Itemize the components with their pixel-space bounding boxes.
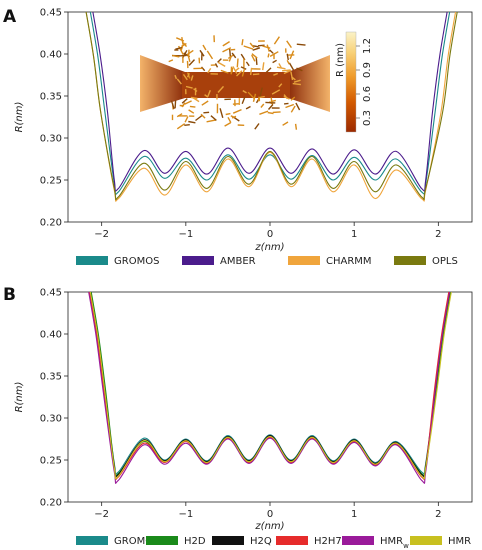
panel-a: A −2 −1 0 1 20.200.250.300.350.400.45 z(nm) … [3, 7, 473, 253]
y-tick-label: 0.45 [40, 8, 62, 19]
inset-colorbar: R (nm) 0.3 0.6 0.9 1.2 [335, 31, 373, 133]
y-tick-label: 0.20 [40, 218, 62, 229]
x-axis-label-b: z(nm) [254, 521, 284, 532]
x-axis-label-a: z(nm) [254, 242, 284, 253]
legend-swatch [76, 256, 108, 265]
series-line-hmr-w [88, 292, 451, 484]
plot-frame-b [67, 291, 473, 503]
x-tick-label: −1 [178, 229, 193, 240]
x-tick-label: −2 [94, 229, 109, 240]
legend-label: GROMOS [114, 536, 159, 547]
colorbar-tick-label: 0.3 [362, 110, 373, 126]
x-tick-label: 1 [351, 229, 357, 240]
series-line-h2h7 [88, 292, 450, 481]
series-line-opls [85, 12, 458, 201]
series-line-h2q [89, 292, 451, 478]
y-axis-label-b: R(nm) [14, 382, 25, 413]
legend-label: H2Q [250, 536, 272, 547]
legend-label: HMR [448, 536, 471, 547]
series-line-hmr [89, 292, 452, 480]
y-tick-label: 0.40 [40, 50, 62, 61]
x-tick-label: 0 [267, 509, 273, 520]
y-tick-label: 0.30 [40, 414, 62, 425]
panel-b: B −2 −1 0 1 20.200.250.300.350.400.45 z(nm) … [3, 285, 473, 532]
y-tick-label: 0.45 [40, 288, 62, 299]
series-lines-b [88, 292, 452, 484]
legend-label: AMBER [220, 256, 256, 267]
x-tick-label: 0 [267, 229, 273, 240]
legend-label: H2D [184, 536, 206, 547]
legend-swatch [410, 536, 442, 545]
x-tick-label: 2 [435, 509, 441, 520]
colorbar-tick-label: 1.2 [362, 38, 373, 54]
y-tick-label: 0.40 [40, 330, 62, 341]
legend-swatch [212, 536, 244, 545]
x-tick-label: −1 [178, 509, 193, 520]
legend-swatch [76, 536, 108, 545]
x-tick-label: 1 [351, 509, 357, 520]
legend-swatch [342, 536, 374, 545]
legend-label: CHARMM [326, 256, 372, 267]
colorbar [345, 31, 357, 133]
colorbar-tick-label: 0.6 [362, 86, 373, 102]
legend-swatch [182, 256, 214, 265]
legend-a: GROMOS AMBER CHARMM OPLS [76, 256, 458, 267]
legend-label: H2H7 [314, 536, 342, 547]
panel-label-b: B [3, 285, 16, 305]
legend-label: OPLS [432, 256, 458, 267]
series-line-charmm [85, 12, 457, 202]
colorbar-title: R (nm) [335, 43, 346, 77]
plot-frame-a [67, 11, 473, 223]
y-tick-label: 0.25 [40, 176, 62, 187]
legend-b: GROMOS H2D H2Q H2H7 HMRw HMR [76, 536, 471, 550]
y-tick-label: 0.25 [40, 456, 62, 467]
y-tick-label: 0.35 [40, 372, 62, 383]
legend-swatch [276, 536, 308, 545]
x-tick-label: 2 [435, 229, 441, 240]
y-tick-label: 0.30 [40, 134, 62, 145]
y-tick-label: 0.35 [40, 92, 62, 103]
colorbar-tick-label: 0.9 [362, 62, 373, 78]
legend-label: GROMOS [114, 256, 159, 267]
ticks-a: −2 −1 0 1 2 0.20 0.25 0.30 0.35 0.40 0.45 [40, 8, 442, 241]
series-lines-a [85, 12, 458, 202]
y-axis-label-a: R(nm) [14, 102, 25, 133]
inset-pore-image [140, 35, 330, 130]
legend-swatch [146, 536, 178, 545]
x-tick-label: −2 [94, 509, 109, 520]
legend-swatch [394, 256, 426, 265]
legend-swatch [288, 256, 320, 265]
y-tick-label: 0.20 [40, 498, 62, 509]
panel-label-a: A [3, 7, 17, 27]
legend-label: HMRw [380, 536, 409, 550]
ticks-b: −2 −1 0 1 2 0.20 0.25 0.30 0.35 0.40 0.45 [40, 288, 442, 521]
